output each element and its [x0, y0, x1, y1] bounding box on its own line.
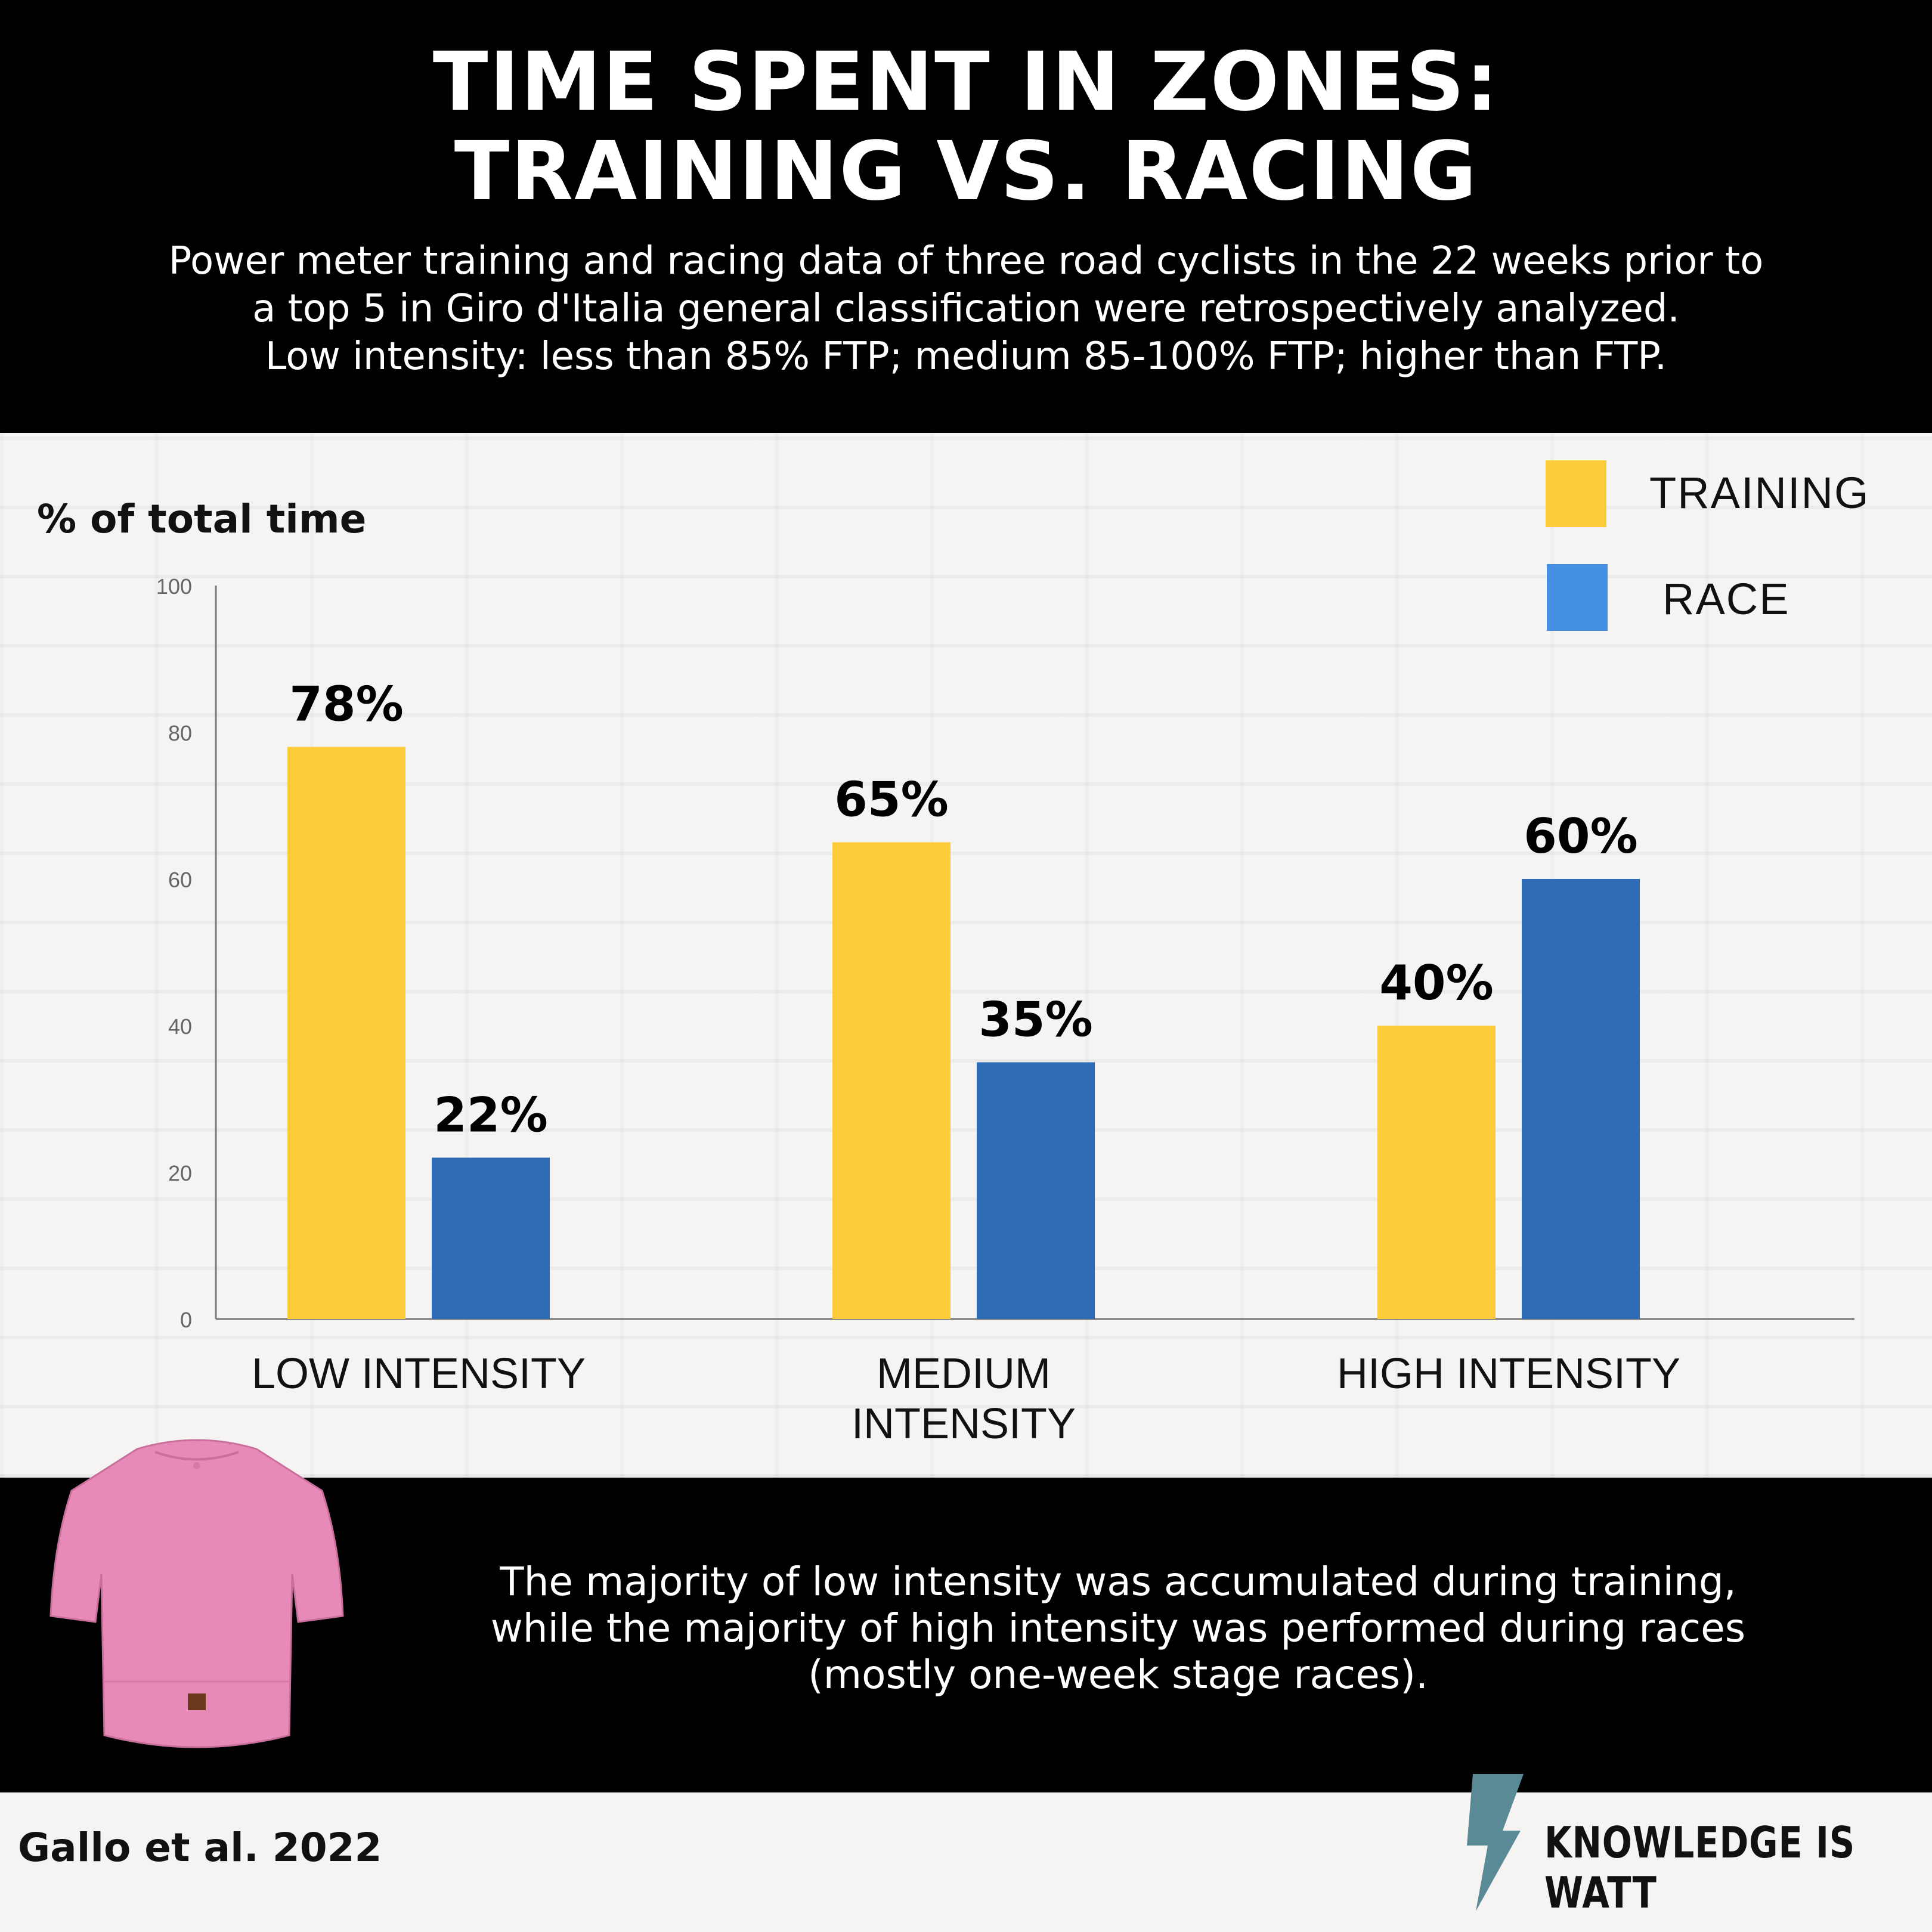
bar-race-2 — [977, 1062, 1095, 1319]
y-tick-label-100: 100 — [156, 574, 192, 599]
subtitle-line-1: Power meter training and racing data of … — [168, 239, 1764, 283]
y-axis-label: % of total time — [37, 496, 367, 542]
value-label-training-2: 65% — [834, 772, 948, 828]
legend-swatch-race — [1547, 564, 1608, 631]
x-tick-label-1: LOW INTENSITY — [150, 1349, 687, 1399]
bar-training-2 — [832, 842, 950, 1319]
x-tick-label-line: HIGH INTENSITY — [1336, 1350, 1681, 1398]
header: TIME SPENT IN ZONES: TRAINING VS. RACING… — [0, 0, 1932, 433]
value-label-race-1: 22% — [434, 1087, 547, 1143]
footer — [0, 1792, 1932, 1932]
y-tick-label-20: 20 — [168, 1161, 192, 1185]
value-label-training-3: 40% — [1379, 955, 1493, 1011]
summary-line-3: (mostly one-week stage races). — [808, 1652, 1428, 1698]
pink-jersey-icon — [49, 1439, 344, 1748]
bar-training-1 — [287, 747, 405, 1319]
bar-training-3 — [1377, 1026, 1496, 1319]
y-tick-label-40: 40 — [168, 1014, 192, 1039]
y-tick-label-0: 0 — [180, 1308, 192, 1332]
legend-swatch-training — [1546, 460, 1606, 527]
value-label-training-1: 78% — [289, 677, 403, 732]
value-label-race-3: 60% — [1524, 809, 1637, 864]
bar-race-1 — [432, 1157, 550, 1319]
subtitle-line-2: a top 5 in Giro d'Italia general classif… — [252, 287, 1680, 331]
x-tick-label-3: HIGH INTENSITY — [1240, 1349, 1777, 1399]
y-tick-label-80: 80 — [168, 721, 192, 745]
title-line-2: TRAINING VS. RACING — [454, 125, 1478, 219]
title-line-1: TIME SPENT IN ZONES: — [432, 35, 1500, 129]
legend-label-training: TRAINING — [1649, 468, 1870, 518]
summary-line-2: while the majority of high intensity was… — [490, 1605, 1746, 1651]
citation: Gallo et al. 2022 — [18, 1825, 382, 1871]
brand-name: KNOWLEDGE IS WATT — [1544, 1818, 1856, 1918]
summary-line-1: The majority of low intensity was accumu… — [500, 1559, 1736, 1605]
x-tick-label-line: LOW INTENSITY — [251, 1350, 586, 1398]
x-tick-label-line: INTENSITY — [851, 1400, 1076, 1448]
x-tick-label-2: MEDIUM INTENSITY — [695, 1349, 1232, 1449]
y-tick-label-60: 60 — [168, 868, 192, 892]
bar-race-3 — [1522, 879, 1640, 1319]
lightning-bolt-icon — [1467, 1774, 1524, 1911]
x-tick-label-line: MEDIUM — [877, 1350, 1051, 1398]
value-label-race-2: 35% — [979, 992, 1092, 1048]
legend-label-race: RACE — [1662, 574, 1790, 624]
subtitle-line-3: Low intensity: less than 85% FTP; medium… — [265, 335, 1667, 379]
